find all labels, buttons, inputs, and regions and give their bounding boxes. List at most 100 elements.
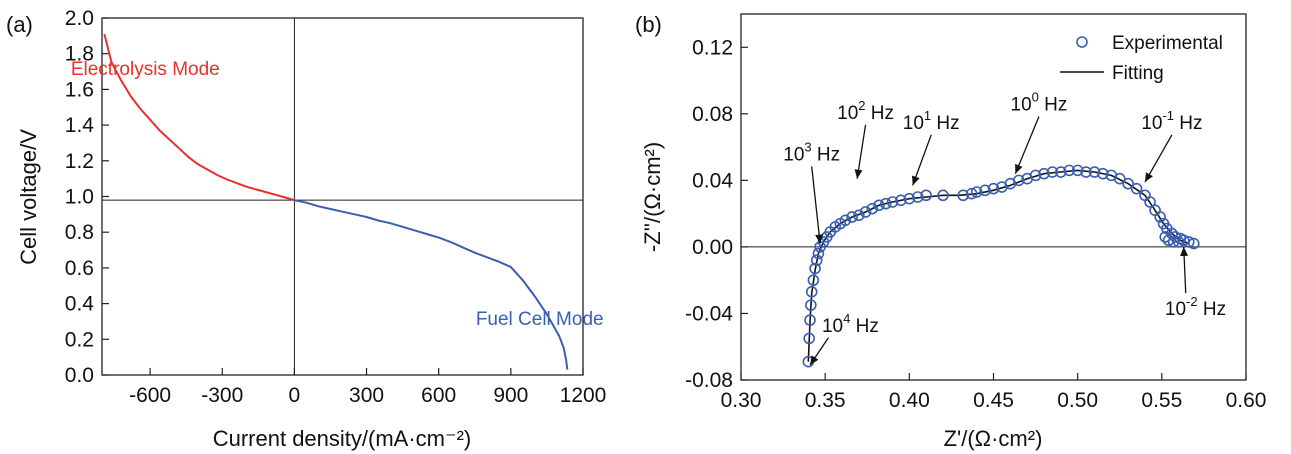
experimental-point: [1029, 169, 1042, 182]
frequency-label: 100 Hz: [1011, 89, 1068, 115]
experimental-point: [1122, 177, 1134, 190]
experimental-point: [859, 206, 872, 218]
experimental-point: [987, 182, 1000, 195]
y-tick-label: -0.04: [685, 302, 733, 325]
fuel-cell-mode-curve: [294, 199, 569, 370]
y-tick-label: 0.6: [65, 257, 94, 280]
experimental-point: [920, 189, 932, 202]
experimental-point: [805, 299, 817, 311]
frequency-arrowhead: [1180, 246, 1189, 257]
panel-a-reference-lines: [102, 18, 583, 375]
frequency-arrowhead: [810, 355, 819, 366]
panel-a: (a) -600 -300 0 300 600 900 1200 0.00.20.40.60…: [6, 7, 606, 451]
panel-b-x-axis-label: Z'/(Ω·cm²): [944, 426, 1043, 451]
y-tick-label: -0.08: [685, 369, 733, 392]
experimental-point: [965, 187, 978, 200]
y-tick-label: 2.0: [65, 7, 94, 30]
panel-b-frame: [740, 13, 1247, 381]
panel-a-x-ticks: -600 -300 0 300 600 900 1200: [129, 368, 606, 407]
experimental-point: [846, 211, 858, 223]
frequency-label: 102 Hz: [837, 98, 894, 124]
x-tick-label: 300: [349, 384, 384, 407]
experimental-point: [895, 194, 907, 207]
panel-a-series: [103, 33, 569, 370]
experimental-point: [1172, 236, 1185, 248]
frequency-arrowhead: [1015, 163, 1023, 174]
y-tick-label: 0.08: [692, 103, 733, 126]
frequency-label: 103 Hz: [783, 139, 840, 165]
experimental-point: [1144, 196, 1156, 208]
frequency-arrow: [1144, 134, 1173, 183]
electrolysis-mode-label: Electrolysis Mode: [71, 59, 220, 80]
y-tick-label: 1.8: [65, 43, 94, 66]
panel-b-y-axis-label: -Z''/(Ω·cm²): [640, 142, 665, 252]
frequency-arrowhead: [912, 175, 920, 186]
experimental-point: [879, 197, 892, 210]
experimental-point: [866, 202, 879, 215]
experimental-point: [970, 186, 983, 198]
experimental-point: [1113, 172, 1126, 185]
panel-b-legend: Experimental Fitting: [1060, 33, 1223, 84]
x-tick-label: 0: [289, 384, 301, 407]
experimental-point: [886, 196, 899, 208]
legend-experimental-marker: [1076, 36, 1088, 48]
experimental-point: [1063, 164, 1076, 177]
x-tick-label: 0.35: [805, 389, 846, 412]
panel-a-y-ticks: 0.0 0.2 0.4 0.6 0.8 1.0 1.2 1.4 1.6 1.8 2.0: [65, 7, 109, 387]
experimental-point: [812, 247, 825, 260]
panel-a-x-axis-label: Current density/(mA·cm⁻²): [213, 426, 472, 451]
y-tick-label: 1.0: [65, 186, 94, 209]
experimental-point: [810, 254, 823, 267]
y-tick-label: 0.4: [65, 293, 95, 316]
frequency-label: 104 Hz: [822, 311, 879, 337]
x-tick-label: 0.55: [1141, 389, 1182, 412]
panel-b-series: [802, 164, 1200, 368]
x-tick-label: 0.60: [1226, 389, 1267, 412]
frequency-arrowhead: [854, 169, 863, 179]
y-tick-label: 0.2: [65, 328, 94, 351]
y-tick-label: 1.4: [65, 114, 95, 137]
panel-a-annotations: Electrolysis Mode Fuel Cell Mode: [71, 59, 604, 330]
x-tick-label: -600: [129, 384, 171, 407]
experimental-point: [937, 189, 949, 202]
experimental-point: [957, 189, 970, 202]
experimental-point: [839, 214, 852, 227]
experimental-point: [1012, 174, 1025, 187]
frequency-label: 10-2 Hz: [1165, 294, 1226, 320]
y-tick-label: 0.8: [65, 221, 94, 244]
panel-b-annotations: 103 Hz 102 Hz 101 Hz 100 Hz 10-1 Hz 10-2 Hz 10…: [783, 89, 1226, 366]
experimental-point: [873, 199, 885, 212]
experimental-point: [853, 209, 865, 222]
frequency-label: 101 Hz: [903, 108, 960, 134]
frequency-label: 10-1 Hz: [1141, 108, 1202, 134]
x-tick-label: 600: [421, 384, 456, 407]
panel-a-y-axis-label: Cell voltage/V: [16, 129, 41, 265]
experimental-point: [1166, 227, 1178, 240]
x-tick-label: 1200: [560, 384, 607, 407]
experimental-point: [1046, 166, 1059, 178]
y-tick-label: 0.12: [692, 36, 733, 59]
experimental-point: [1071, 164, 1084, 177]
panel-b-label: (b): [635, 12, 662, 37]
experimental-point: [1154, 211, 1166, 223]
experimental-point: [805, 286, 818, 298]
panel-b-x-ticks: 0.30 0.35 0.40 0.45 0.50 0.55 0.60: [721, 373, 1267, 412]
experimental-point: [803, 332, 815, 345]
legend-fitting-label: Fitting: [1112, 63, 1164, 84]
experimental-point: [903, 192, 916, 205]
frequency-arrow: [1014, 116, 1040, 174]
x-tick-label: 0.45: [973, 389, 1014, 412]
electrolysis-mode-curve: [103, 33, 295, 202]
frequency-arrowhead: [815, 234, 824, 244]
experimental-point: [1159, 231, 1171, 243]
y-tick-label: 0.00: [692, 236, 733, 259]
y-tick-label: 1.6: [65, 78, 94, 101]
experimental-point: [1167, 236, 1180, 248]
fuel-cell-mode-label: Fuel Cell Mode: [476, 309, 604, 330]
x-tick-label: 0.40: [889, 389, 930, 412]
panel-a-label: (a): [6, 12, 33, 37]
y-tick-label: 0.0: [65, 364, 94, 387]
experimental-point: [1188, 237, 1200, 250]
experimental-point: [1097, 167, 1109, 180]
